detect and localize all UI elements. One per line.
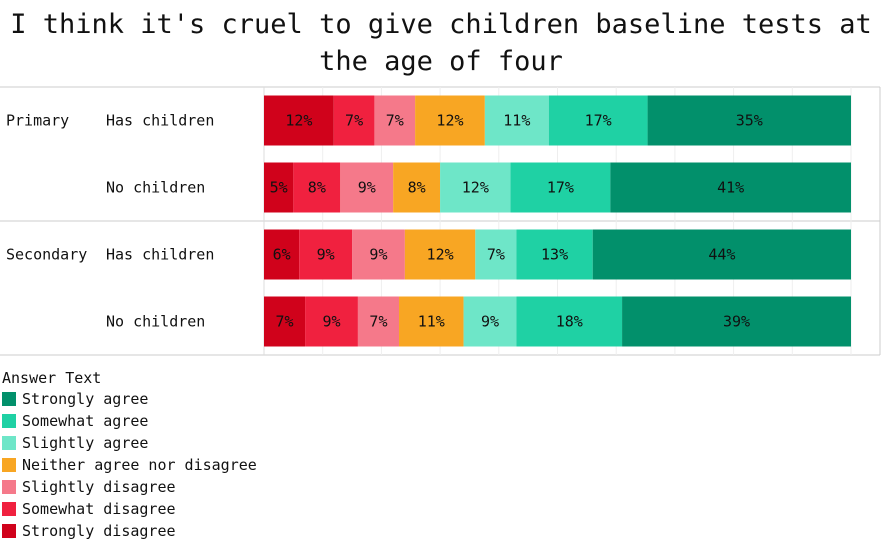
data-label: 11%	[503, 112, 530, 130]
data-label: 11%	[418, 313, 445, 331]
legend: Answer Text Strongly agree Somewhat agree…	[2, 368, 257, 542]
legend-item: Strongly disagree	[2, 520, 257, 542]
bar-segment	[463, 296, 517, 347]
data-label: 41%	[717, 179, 744, 197]
bar-segment	[647, 95, 851, 146]
bar-segment	[399, 296, 464, 347]
bar-segment	[340, 162, 394, 213]
legend-label: Strongly agree	[22, 390, 149, 408]
bar-segment	[548, 95, 648, 146]
bar-segment	[415, 95, 485, 146]
bar-segment	[510, 162, 611, 213]
bar-segment	[404, 229, 476, 280]
group-label: Primary	[6, 112, 69, 130]
data-label: 39%	[723, 313, 750, 331]
data-label: 9%	[317, 246, 335, 264]
data-label: 12%	[285, 112, 312, 130]
data-label: 12%	[436, 112, 463, 130]
legend-item: Neither agree nor disagree	[2, 454, 257, 476]
row-label: No children	[106, 179, 205, 197]
row-label: No children	[106, 313, 205, 331]
legend-item: Strongly agree	[2, 388, 257, 410]
legend-title: Answer Text	[2, 369, 102, 387]
bar-segment	[333, 95, 375, 146]
bar-segment	[516, 296, 623, 347]
data-label: 9%	[481, 313, 499, 331]
data-label: 7%	[276, 313, 294, 331]
bar-segment	[393, 162, 441, 213]
legend-label: Somewhat disagree	[22, 500, 176, 518]
data-label: 44%	[708, 246, 735, 264]
data-label: 17%	[547, 179, 574, 197]
bar-segment	[264, 296, 306, 347]
data-label: 8%	[308, 179, 326, 197]
legend-swatch	[2, 524, 16, 538]
data-label: 12%	[427, 246, 454, 264]
bar-segment	[484, 95, 549, 146]
bar-segment	[622, 296, 851, 347]
legend-label: Neither agree nor disagree	[22, 456, 257, 474]
legend-label: Strongly disagree	[22, 522, 176, 540]
bar-segment	[293, 162, 341, 213]
bar-segment	[592, 229, 851, 280]
legend-swatch	[2, 502, 16, 516]
legend-label: Somewhat agree	[22, 412, 149, 430]
bar-segment	[374, 95, 416, 146]
row-label: Has children	[106, 112, 214, 130]
bar-segment	[440, 162, 511, 213]
bar-segment	[264, 162, 294, 213]
data-label: 6%	[273, 246, 291, 264]
data-label: 5%	[270, 179, 288, 197]
bar-segment	[305, 296, 358, 347]
chart-title: I think it's cruel to give children base…	[10, 9, 872, 77]
data-label: 17%	[585, 112, 612, 130]
legend-item: Slightly agree	[2, 432, 257, 454]
bar-segment	[299, 229, 353, 280]
legend-swatch	[2, 436, 16, 450]
bar-segment	[357, 296, 400, 347]
legend-item: Somewhat agree	[2, 410, 257, 432]
legend-swatch	[2, 458, 16, 472]
data-label: 12%	[462, 179, 489, 197]
data-label: 9%	[358, 179, 376, 197]
data-label: 7%	[487, 246, 505, 264]
legend-label: Slightly agree	[22, 434, 149, 452]
legend-swatch	[2, 414, 16, 428]
bar-segment	[264, 95, 334, 146]
data-label: 9%	[322, 313, 340, 331]
bar-segment	[475, 229, 517, 280]
legend-swatch	[2, 480, 16, 494]
row-label: Has children	[106, 246, 214, 264]
data-label: 7%	[345, 112, 363, 130]
data-label: 13%	[541, 246, 568, 264]
data-label: 7%	[386, 112, 404, 130]
legend-item: Slightly disagree	[2, 476, 257, 498]
bar-segment	[352, 229, 405, 280]
data-label: 35%	[736, 112, 763, 130]
data-label: 8%	[408, 179, 426, 197]
bar-segment	[610, 162, 851, 213]
bar-segment	[264, 229, 300, 280]
bar-segment	[516, 229, 593, 280]
data-label: 9%	[369, 246, 387, 264]
data-label: 18%	[556, 313, 583, 331]
legend-swatch	[2, 392, 16, 406]
legend-label: Slightly disagree	[22, 478, 176, 496]
legend-item: Somewhat disagree	[2, 498, 257, 520]
stacked-bar-chart: Primary Has children No children Secondary H…	[0, 86, 881, 356]
legend-items: Strongly agree Somewhat agree Slightly agr…	[2, 388, 257, 542]
data-label: 7%	[369, 313, 387, 331]
group-label: Secondary	[6, 246, 87, 264]
